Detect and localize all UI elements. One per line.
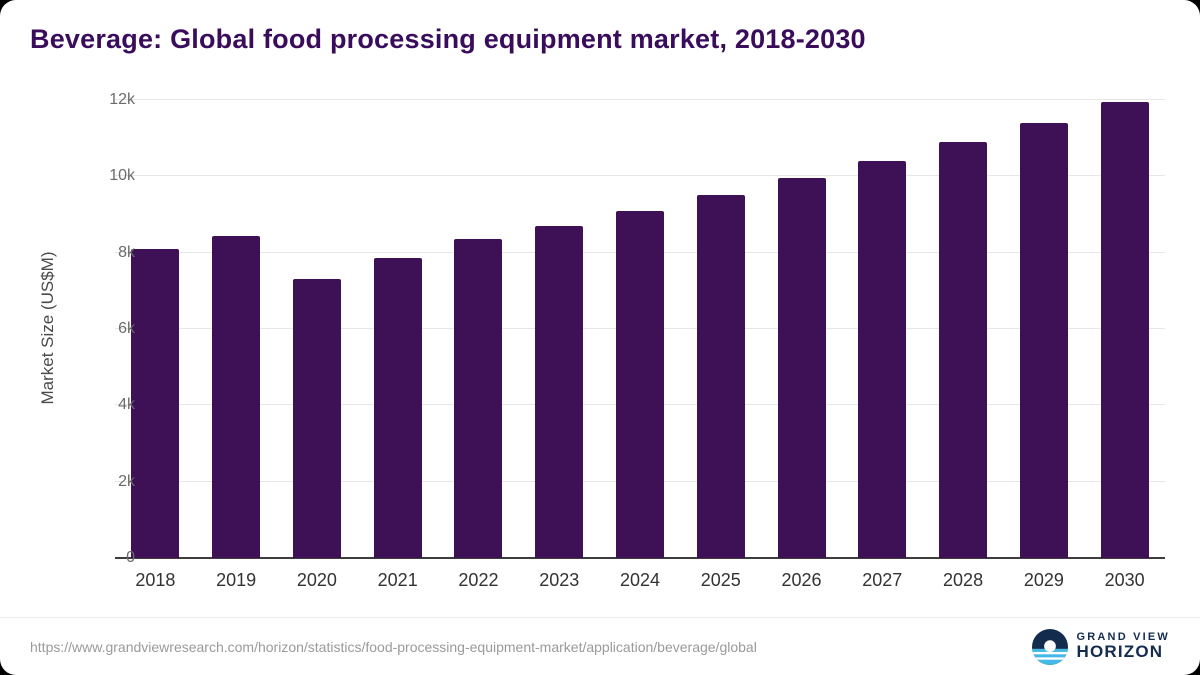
bar-2023[interactable] <box>535 225 584 558</box>
bar-2022[interactable] <box>454 239 503 558</box>
y-tick-label-10k: 10k <box>109 167 135 185</box>
bar-chart-plot-area: 2018 2019 2020 2021 2022 2023 2024 2025 2026 2027… <box>115 99 1165 590</box>
x-tick-label-2022: 2022 <box>458 570 499 590</box>
y-axis-title: Market Size (US$M) <box>38 251 57 405</box>
x-tick-label-2025: 2025 <box>700 570 741 590</box>
y-tick-label-0: 0 <box>126 549 135 566</box>
bar-2020[interactable] <box>292 279 341 558</box>
x-tick-label-2021: 2021 <box>377 570 418 590</box>
x-axis-line <box>115 557 1165 559</box>
x-tick-label-2030: 2030 <box>1104 570 1145 590</box>
bar-2024[interactable] <box>616 210 664 558</box>
bar-2030[interactable] <box>1100 101 1149 558</box>
bar-2025[interactable] <box>696 195 745 558</box>
bar-2028[interactable] <box>939 141 988 558</box>
gridline-10k <box>115 175 1165 177</box>
bar-2021[interactable] <box>373 258 422 558</box>
brand-line1: GRAND VIEW <box>1076 630 1170 643</box>
brand-text: GRAND VIEW HORIZON <box>1076 630 1171 662</box>
y-tick-label-2k: 2k <box>118 472 135 490</box>
y-tick-label-8k: 8k <box>118 243 135 261</box>
x-tick-label-2020: 2020 <box>296 570 337 590</box>
page-title: Beverage: Global food processing equipme… <box>30 24 866 54</box>
source-url[interactable]: https://www.grandviewresearch.com/horizo… <box>30 638 757 655</box>
x-tick-label-2026: 2026 <box>781 570 822 590</box>
x-tick-label-2028: 2028 <box>943 570 984 590</box>
brand-logo: GRAND VIEW HORIZON <box>1031 628 1171 665</box>
footer: https://www.grandviewresearch.com/horizo… <box>0 617 1200 675</box>
bar-2019[interactable] <box>212 235 261 558</box>
bar-2029[interactable] <box>1019 122 1068 558</box>
x-tick-label-2029: 2029 <box>1023 570 1064 590</box>
x-tick-label-2018: 2018 <box>135 570 176 590</box>
x-tick-label-2024: 2024 <box>619 570 661 590</box>
bar-2026[interactable] <box>777 178 826 558</box>
y-tick-label-12k: 12k <box>109 91 135 108</box>
gridline-12k <box>115 99 1165 100</box>
bar-2027[interactable] <box>858 161 907 558</box>
grand-view-horizon-icon <box>1031 628 1068 665</box>
x-tick-label-2019: 2019 <box>216 570 257 590</box>
brand-line2: HORIZON <box>1076 642 1164 662</box>
x-tick-label-2027: 2027 <box>862 570 903 590</box>
y-tick-label-4k: 4k <box>118 396 135 414</box>
y-tick-label-6k: 6k <box>118 320 135 337</box>
bar-2018[interactable] <box>131 248 180 558</box>
x-tick-label-2023: 2023 <box>539 570 580 590</box>
